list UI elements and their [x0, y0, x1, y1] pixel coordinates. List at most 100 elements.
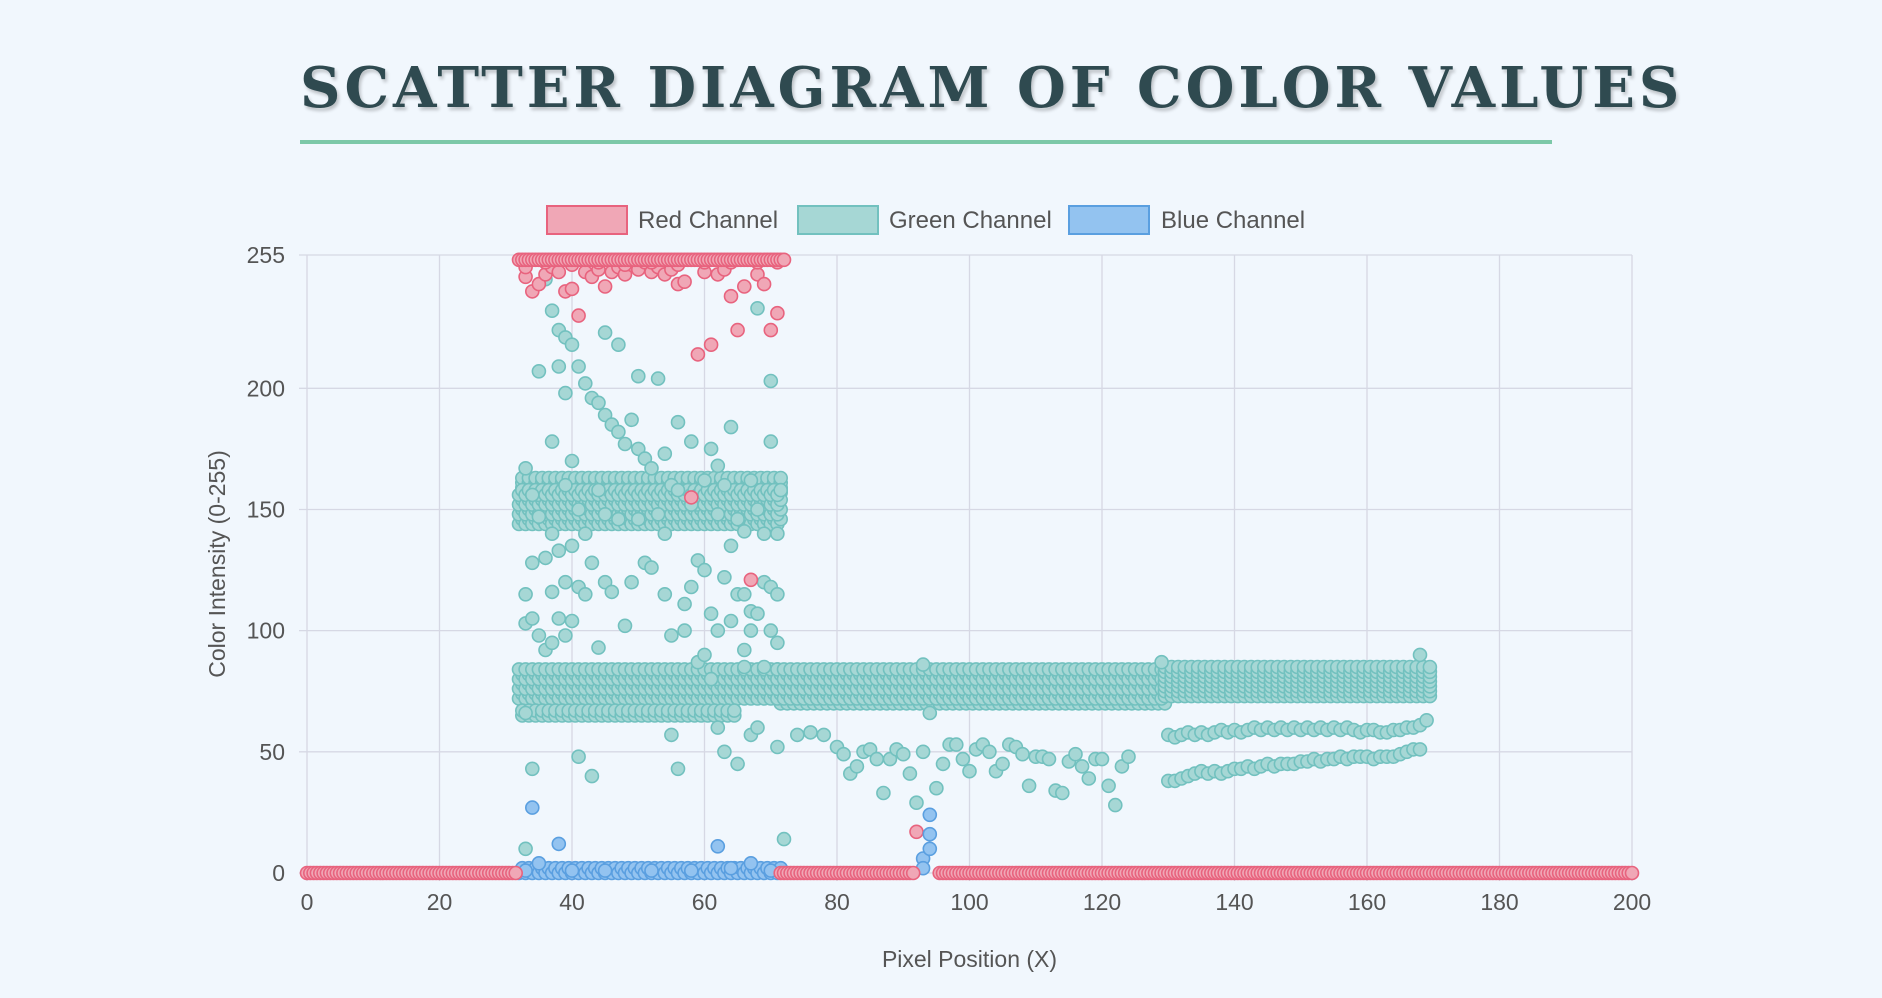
legend-item[interactable]: Blue Channel — [1068, 205, 1305, 235]
data-point — [664, 727, 679, 743]
data-point — [677, 623, 692, 638]
data-point — [773, 470, 789, 486]
data-point — [531, 363, 547, 379]
data-point — [789, 727, 805, 743]
data-point — [591, 482, 606, 498]
data-point — [670, 761, 686, 777]
data-point — [1068, 746, 1083, 762]
x-tick-label: 160 — [1348, 889, 1386, 915]
data-point — [1412, 647, 1428, 663]
data-point — [770, 526, 785, 542]
data-point — [743, 623, 759, 638]
data-point — [683, 579, 699, 595]
data-point — [630, 368, 646, 384]
data-point — [1419, 712, 1434, 728]
x-axis-title: Pixel Position (X) — [882, 946, 1057, 972]
data-point — [773, 482, 789, 498]
data-point — [723, 538, 739, 554]
data-point — [597, 325, 613, 340]
data-point — [591, 640, 606, 655]
data-point — [544, 303, 560, 319]
data-point — [1094, 751, 1110, 767]
data-point — [1422, 659, 1438, 675]
data-point — [763, 322, 779, 338]
series-red-channel-baseline — [299, 252, 1640, 881]
data-point — [763, 623, 779, 638]
data-point — [524, 487, 540, 503]
x-tick-label: 200 — [1613, 889, 1651, 915]
data-point — [683, 863, 699, 878]
data-point — [577, 586, 593, 602]
data-point — [544, 434, 560, 449]
data-point — [1101, 778, 1116, 794]
data-point — [876, 785, 891, 801]
data-point — [902, 766, 918, 781]
data-point — [571, 502, 586, 517]
y-tick-label: 150 — [247, 496, 285, 522]
data-point — [624, 574, 639, 590]
x-tick-label: 0 — [301, 889, 314, 915]
data-point — [750, 720, 765, 735]
data-point — [922, 841, 938, 857]
data-point — [710, 506, 726, 522]
data-point — [644, 863, 659, 878]
data-point — [544, 584, 560, 600]
data-point — [644, 560, 659, 575]
data-point — [703, 337, 719, 353]
data-point — [508, 865, 524, 881]
legend-label: Red Channel — [638, 207, 778, 234]
data-point — [544, 635, 560, 651]
data-point — [995, 756, 1010, 772]
data-point — [577, 526, 593, 542]
data-point — [723, 860, 739, 876]
data-point — [736, 586, 752, 602]
y-tick-label: 0 — [272, 860, 285, 886]
data-point — [564, 281, 580, 297]
data-point — [1154, 654, 1169, 670]
data-point — [630, 511, 646, 527]
data-point — [558, 628, 573, 643]
data-point — [604, 584, 620, 600]
data-point — [717, 744, 732, 760]
data-point — [677, 274, 692, 290]
x-tick-label: 20 — [427, 889, 453, 915]
x-tick-label: 180 — [1480, 889, 1518, 915]
data-point — [697, 647, 712, 663]
data-point — [1108, 797, 1123, 813]
data-point — [750, 502, 765, 517]
data-point — [905, 865, 921, 881]
data-point — [518, 460, 533, 476]
data-point — [524, 555, 540, 571]
data-point — [726, 703, 742, 718]
tick-labels: 0 20 40 60 80 100 120 140 160 180 200 0 50 100 150 200 2… — [247, 242, 1652, 915]
legend-item[interactable]: Red Channel — [546, 205, 778, 235]
data-point — [558, 477, 573, 493]
data-point — [531, 855, 547, 871]
data-point — [1015, 746, 1030, 762]
data-point — [1624, 865, 1640, 881]
data-point — [577, 376, 593, 391]
data-point — [717, 569, 732, 585]
data-point — [657, 446, 673, 462]
data-point — [955, 751, 971, 767]
data-point — [935, 756, 951, 772]
x-tick-label: 120 — [1083, 889, 1121, 915]
legend-item[interactable]: Green Channel — [797, 205, 1052, 235]
data-point — [915, 657, 931, 672]
data-point — [683, 434, 699, 449]
data-point — [962, 763, 977, 779]
data-point — [710, 838, 726, 854]
data-point — [524, 800, 540, 815]
data-point — [690, 347, 706, 362]
data-point — [650, 371, 666, 386]
data-point — [524, 761, 540, 777]
data-point — [710, 458, 726, 474]
data-point — [717, 477, 732, 493]
data-point — [571, 359, 586, 374]
data-point — [597, 574, 613, 590]
legend-swatch — [546, 205, 628, 235]
legend: Red Channel Green Channel Blue Channel — [546, 205, 1305, 235]
data-point — [1041, 751, 1057, 767]
data-point — [915, 744, 931, 760]
